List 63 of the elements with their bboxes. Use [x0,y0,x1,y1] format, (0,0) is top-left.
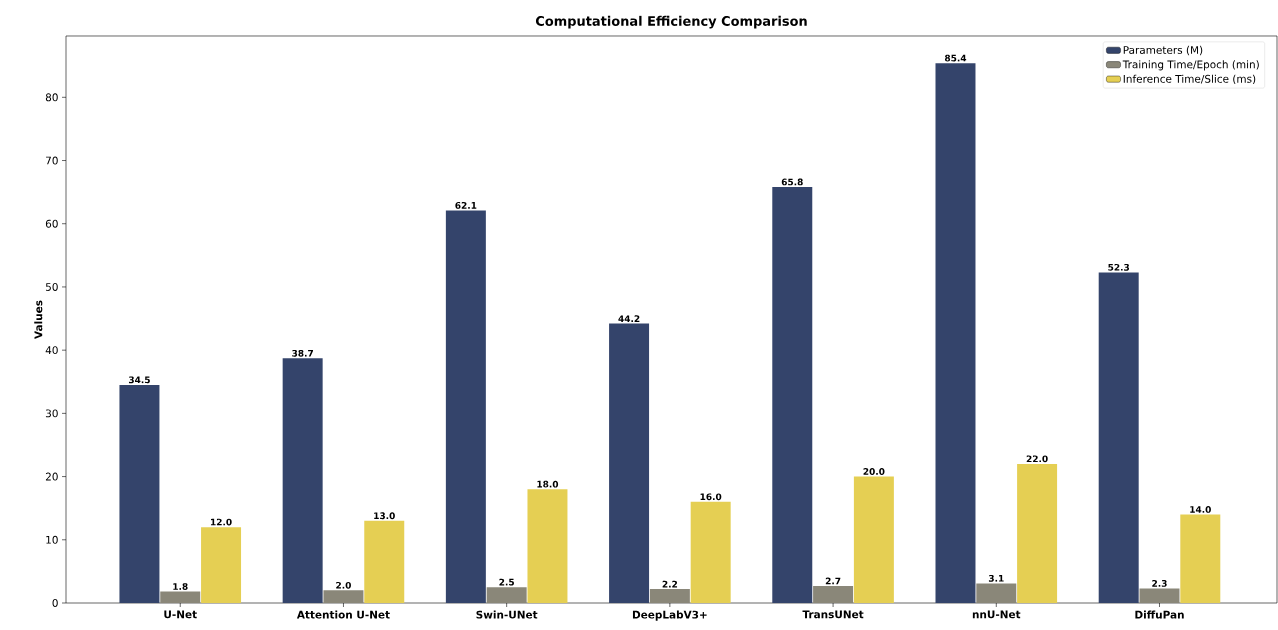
bar [1017,463,1058,603]
data-label: 20.0 [863,468,885,475]
bar [1180,514,1221,603]
y-tick-label: 30 [45,409,58,418]
y-tick-label: 20 [45,472,58,481]
data-label: 14.0 [1190,506,1211,513]
data-label: 38.7 [292,349,314,357]
legend-label: Training Time/Epoch (min) [1122,60,1259,71]
x-tick-label: DiffuPan [1135,610,1184,619]
y-tick-label: 80 [45,93,58,102]
data-label: 85.4 [944,54,967,62]
bar [976,583,1017,603]
bar [160,591,201,603]
x-tick-label: Attention U-Net [296,610,390,619]
data-label: 3.1 [988,574,1004,582]
legend-label: Inference Time/Slice (ms) [1123,74,1256,85]
data-label: 34.5 [128,376,150,384]
x-tick-label: U-Net [164,610,197,619]
bar [853,476,894,603]
data-label: 1.8 [173,583,188,590]
bar [1098,272,1139,603]
bar [282,358,323,603]
x-tick-label: DeepLabV3+ [632,610,707,621]
y-tick-label: 10 [46,535,58,544]
y-tick-label: 0 [52,599,58,607]
bar [649,589,690,603]
bar [772,187,813,603]
data-label: 44.2 [618,315,640,322]
bar [364,520,405,603]
data-label: 2.3 [1152,579,1167,587]
bar [201,527,242,603]
data-label: 13.0 [374,512,395,520]
data-label: 65.8 [781,178,803,186]
data-label: 2.7 [825,577,841,585]
data-label: 62.1 [455,201,477,209]
y-tick-label: 60 [45,219,58,228]
bar [813,585,854,603]
bar [690,501,731,603]
bar [119,384,160,603]
legend-label: Parameters (M) [1123,45,1203,56]
bar [486,587,527,603]
data-label: 18.0 [537,480,559,488]
chart-title: Computational Efficiency Comparison [535,15,807,29]
bar [935,63,976,603]
data-label: 52.3 [1108,263,1130,271]
data-label: 2.2 [662,580,678,588]
bar [1139,588,1180,603]
y-tick-label: 50 [45,282,58,291]
bar [445,210,486,603]
x-tick-label: TransUNet [802,610,864,619]
bar [323,590,364,603]
y-axis-title: Values [34,300,43,339]
data-label: 12.0 [211,518,232,526]
y-tick-label: 40 [45,346,58,355]
data-label: 2.5 [499,578,514,586]
x-tick-label: nnU-Net [972,610,1021,619]
bar [527,489,568,603]
x-tick-label: Swin-UNet [476,610,538,619]
data-label: 16.0 [700,493,722,501]
bar [609,323,650,603]
data-label: 22.0 [1026,455,1048,463]
y-tick-label: 70 [46,156,58,165]
data-label: 2.0 [336,581,351,589]
